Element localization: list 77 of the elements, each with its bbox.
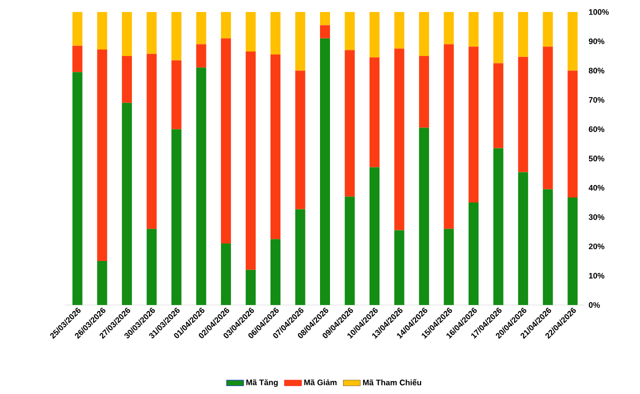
bar [394, 48, 404, 230]
bar [370, 167, 380, 305]
bar [122, 102, 132, 305]
bar [568, 70, 578, 198]
bar [146, 54, 157, 229]
bar [97, 12, 108, 50]
bar [419, 56, 430, 128]
y-tick-label: 60% [588, 126, 604, 132]
bar [171, 60, 182, 130]
bar [270, 12, 280, 54]
bar [568, 197, 578, 305]
bar [344, 12, 355, 50]
bar [146, 12, 157, 54]
bar [344, 50, 355, 197]
bar [97, 50, 108, 262]
bar [370, 57, 380, 168]
y-tick-label: 20% [588, 244, 604, 250]
bar [320, 12, 330, 26]
bar [542, 46, 553, 190]
bar [542, 12, 553, 47]
bar [542, 189, 553, 305]
bar [444, 44, 454, 229]
y-tick-label: 0% [588, 302, 600, 308]
bar [444, 228, 454, 305]
bar [72, 72, 82, 305]
bar [320, 25, 330, 38]
bar [246, 12, 256, 52]
bar [146, 228, 157, 305]
bar [270, 239, 280, 305]
y-tick-label: 90% [588, 38, 604, 44]
bar [97, 261, 108, 305]
y-tick-label: 30% [588, 214, 604, 220]
bar [220, 38, 231, 244]
legend-label: Mã Tăng [246, 379, 278, 387]
bar [72, 46, 82, 72]
bar [122, 56, 132, 103]
bar [394, 230, 404, 305]
bar [518, 172, 528, 305]
bar [220, 12, 231, 38]
bar [122, 12, 132, 56]
legend-label: Mã Giảm [304, 379, 337, 386]
bar [468, 46, 479, 202]
bar [295, 209, 306, 305]
bar [270, 54, 280, 240]
bar [196, 12, 206, 44]
bar [171, 129, 182, 305]
bar [419, 128, 430, 305]
bar [246, 270, 256, 305]
bar [493, 12, 504, 64]
bar [344, 196, 355, 305]
bar [419, 12, 430, 56]
y-tick-label: 10% [589, 272, 604, 279]
bar [295, 70, 306, 210]
bar [370, 12, 380, 58]
bar [171, 12, 182, 60]
bar [394, 12, 404, 49]
bar [320, 38, 330, 305]
bar [220, 243, 231, 305]
bar [196, 44, 206, 68]
bar [468, 12, 479, 47]
bar [468, 202, 479, 305]
bar [568, 12, 578, 71]
y-tick-label: 100% [589, 9, 609, 15]
y-tick-label: 70% [588, 97, 604, 103]
y-tick-label: 40% [588, 184, 604, 191]
y-tick-label: 80% [588, 68, 604, 74]
bar [196, 68, 206, 305]
bar [518, 12, 528, 57]
y-tick-label: 50% [588, 156, 604, 162]
bar [295, 12, 306, 71]
bar [444, 12, 454, 44]
bar [493, 148, 504, 305]
bar [72, 12, 82, 46]
legend-label: Mã Tham Chiếu [363, 379, 422, 386]
bar [518, 56, 528, 172]
bar [246, 52, 256, 270]
bar [493, 63, 504, 148]
